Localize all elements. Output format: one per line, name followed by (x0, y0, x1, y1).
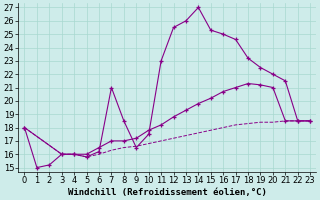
X-axis label: Windchill (Refroidissement éolien,°C): Windchill (Refroidissement éolien,°C) (68, 188, 267, 197)
